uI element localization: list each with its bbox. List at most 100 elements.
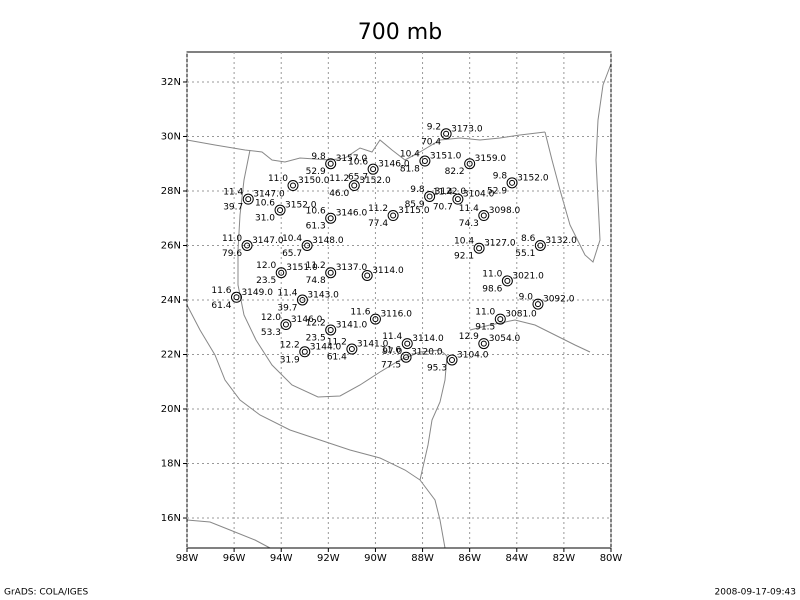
height-label: 3150.0 xyxy=(298,176,330,186)
station-marker-inner xyxy=(327,269,334,276)
station-marker-inner xyxy=(233,294,240,301)
height-label: 3173.0 xyxy=(451,124,483,134)
station-marker-inner xyxy=(299,297,306,303)
station-marker xyxy=(424,190,436,202)
station-marker-inner xyxy=(443,130,450,137)
station-marker xyxy=(478,210,490,222)
station-marker xyxy=(296,294,308,306)
humidity-label: 23.5 xyxy=(256,276,276,286)
station-marker-inner xyxy=(364,272,371,279)
temperature-label: 8.6 xyxy=(521,234,536,244)
station-marker xyxy=(532,298,544,310)
height-label: 3147.0 xyxy=(252,236,284,246)
height-label: 3098.0 xyxy=(489,206,521,216)
station-marker-inner xyxy=(301,348,308,355)
height-label: 3152.0 xyxy=(359,176,391,186)
temperature-label: 9.0 xyxy=(519,293,534,303)
station-marker xyxy=(325,267,337,279)
station-marker-inner xyxy=(351,182,358,189)
station-marker xyxy=(299,346,311,358)
temperature-label: 12.2 xyxy=(280,340,300,350)
station-marker xyxy=(325,324,337,336)
temperature-label: 12.2 xyxy=(306,318,326,328)
height-label: 3141.0 xyxy=(357,340,389,350)
humidity-label: 74.3 xyxy=(459,219,479,229)
height-label: 3021.0 xyxy=(512,271,544,281)
station-marker-inner xyxy=(372,316,379,323)
station-marker xyxy=(452,193,464,205)
temperature-label: 11.6 xyxy=(211,286,231,296)
height-label: 3147.0 xyxy=(253,190,285,200)
station-marker xyxy=(230,291,242,303)
station-marker-inner xyxy=(403,354,410,361)
station-marker xyxy=(325,212,337,224)
humidity-label: 77.5 xyxy=(381,361,401,371)
station-marker-inner xyxy=(426,193,433,200)
humidity-label: 81.8 xyxy=(400,165,420,175)
height-label: 3104.0 xyxy=(463,190,495,200)
temperature-label: 9.8 xyxy=(493,171,508,181)
station-marker-inner xyxy=(454,196,461,203)
station-marker xyxy=(401,338,413,350)
station-marker-inner xyxy=(466,160,473,167)
height-label: 3104.0 xyxy=(457,350,489,360)
humidity-label: 55.1 xyxy=(515,249,535,259)
lat-label: 28N xyxy=(161,186,181,197)
height-label: 3151.0 xyxy=(430,152,462,162)
lon-label: 84W xyxy=(505,553,528,564)
temperature-label: 11.0 xyxy=(268,174,288,184)
station-marker-inner xyxy=(370,166,377,173)
humidity-label: 98.6 xyxy=(482,284,502,294)
station-marker xyxy=(464,158,476,170)
station-marker xyxy=(478,338,490,350)
station-marker xyxy=(419,155,431,167)
station-marker xyxy=(325,158,337,170)
station-marker-inner xyxy=(327,215,334,222)
lon-label: 88W xyxy=(411,553,434,564)
station-marker xyxy=(400,351,412,363)
lon-label: 96W xyxy=(223,553,246,564)
height-label: 3127.0 xyxy=(484,239,516,249)
humidity-label: 52.9 xyxy=(487,186,507,196)
station-marker-inner xyxy=(480,340,487,347)
temperature-label: 12.0 xyxy=(261,313,281,323)
temperature-label: 11.0 xyxy=(475,308,495,318)
temperature-label: 12.9 xyxy=(459,332,479,342)
humidity-label: 82.2 xyxy=(445,167,465,177)
temperature-label: 10.4 xyxy=(454,237,474,247)
temperature-label: 11.6 xyxy=(381,346,401,356)
station-marker xyxy=(387,210,399,222)
humidity-label: 46.0 xyxy=(329,189,349,199)
station-marker xyxy=(275,267,287,279)
station-marker xyxy=(494,313,506,325)
humidity-label: 23.5 xyxy=(306,333,326,343)
height-label: 3146.0 xyxy=(336,209,368,219)
humidity-label: 74.8 xyxy=(306,276,326,286)
humidity-label: 65.7 xyxy=(282,249,302,259)
humidity-label: 77.4 xyxy=(368,219,388,229)
station-marker xyxy=(367,163,379,175)
height-label: 3092.0 xyxy=(543,295,575,305)
height-label: 3054.0 xyxy=(489,334,521,344)
lon-label: 82W xyxy=(553,553,576,564)
footer-left: GrADS: COLA/IGES xyxy=(4,588,88,598)
lon-label: 86W xyxy=(458,553,481,564)
station-marker-inner xyxy=(277,207,284,214)
height-label: 3157.0 xyxy=(336,154,368,164)
station-marker-inner xyxy=(504,277,511,284)
station-marker xyxy=(241,239,253,251)
map-title: 700 mb xyxy=(358,20,442,45)
station-marker xyxy=(440,128,452,140)
lon-label: 92W xyxy=(317,553,340,564)
temperature-label: 12.0 xyxy=(256,261,276,271)
height-label: 3115.0 xyxy=(398,206,430,216)
temperature-label: 10.6 xyxy=(306,207,326,217)
temperature-label: 11.2 xyxy=(368,204,388,214)
humidity-label: 61.4 xyxy=(211,301,231,311)
station-marker-inner xyxy=(304,242,311,249)
temperature-label: 10.6 xyxy=(255,199,275,209)
station-marker xyxy=(534,239,546,251)
temperature-label: 11.2 xyxy=(327,338,347,348)
lon-label: 80W xyxy=(600,553,623,564)
